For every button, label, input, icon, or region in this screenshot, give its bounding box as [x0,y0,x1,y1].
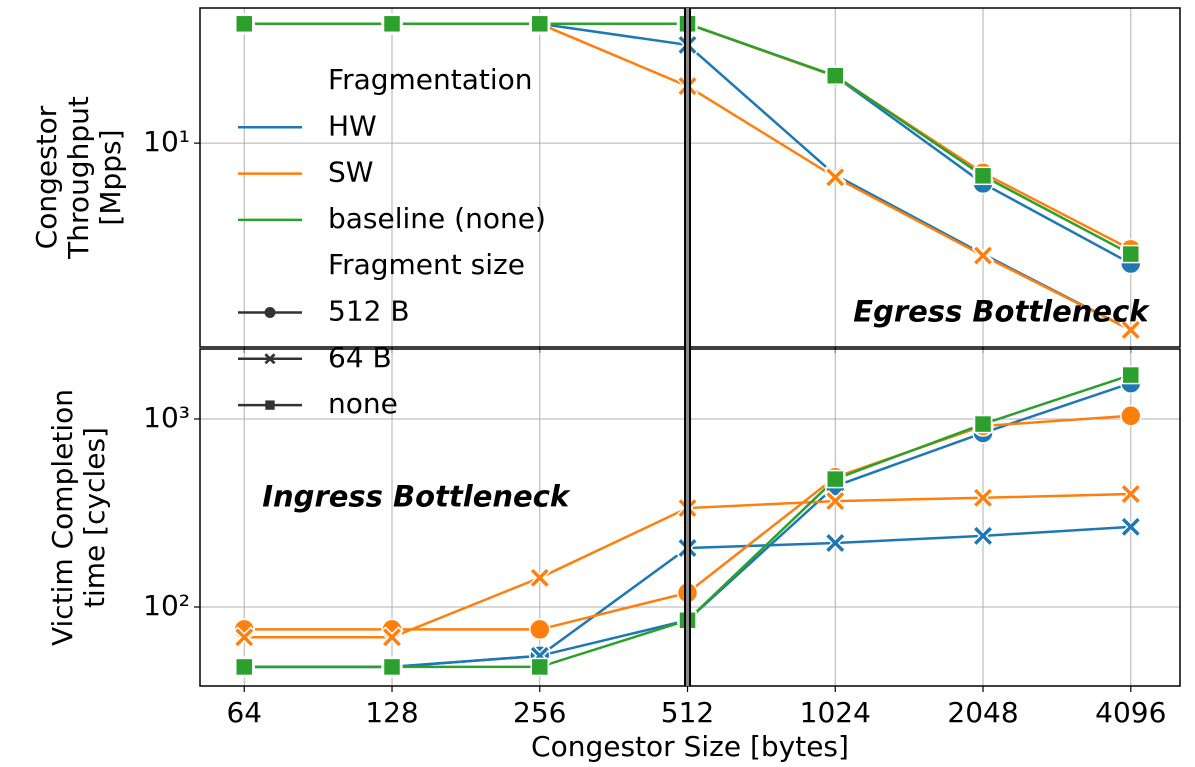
legend-marker [265,400,275,410]
x-tick-label: 64 [226,696,262,729]
data-point [1121,365,1141,385]
x-tick-label: 512 [661,696,714,729]
y-tick-label: 10¹ [143,125,190,158]
data-point [530,657,550,677]
x-tick-label: 128 [365,696,418,729]
data-point [973,166,993,186]
data-point [233,626,256,649]
data-point [1120,405,1142,427]
data-point [529,618,551,641]
data-point [380,626,404,649]
data-point [1119,515,1142,538]
x-tick-label: 2048 [947,696,1018,729]
data-point [971,486,995,509]
data-point [1119,482,1142,506]
data-point [235,657,254,677]
legend-label: 512 B [328,295,410,328]
legend-title: Fragment size [328,248,525,281]
legend-label: SW [328,156,373,189]
y-tick-label: 10² [143,589,190,622]
data-point [824,531,847,555]
data-point [1119,318,1142,342]
data-point [1121,244,1141,264]
legend-marker [264,353,276,365]
data-point [530,14,550,34]
annotation: Egress Bottleneck [853,294,1150,328]
y-axis-label: Throughput [62,96,95,260]
data-point [824,490,847,513]
data-point [824,166,847,189]
y-axis-label: Congestor [30,105,63,249]
legend-marker [264,307,276,318]
y-axis-label: Victim Completion [46,389,79,646]
legend-label: none [328,387,398,420]
data-point [973,414,993,434]
legend-label: baseline (none) [328,202,546,235]
legend-title: Fragmentation [328,63,533,96]
data-point [971,244,995,267]
data-point [235,14,254,34]
data-point [528,566,551,589]
annotation: Ingress Bottleneck [262,480,571,514]
data-point [382,657,402,677]
data-point [826,469,845,489]
y-axis-label: time [cycles] [78,427,111,608]
data-point [382,14,402,34]
x-tick-label: 256 [513,696,566,729]
legend-label: HW [328,109,377,142]
legend: Fragmentation HW SW baseline (none) Fragment… [238,63,546,420]
y-tick-label: 10³ [143,401,190,434]
data-point [971,524,995,547]
legend-label: 64 B [328,341,392,374]
x-tick-label: 4096 [1095,696,1166,729]
x-axis-label: Congestor Size [bytes] [531,730,849,763]
y-axis-label: [Mpps] [94,129,127,225]
x-tick-label: 1024 [800,696,871,729]
data-point [826,66,845,85]
